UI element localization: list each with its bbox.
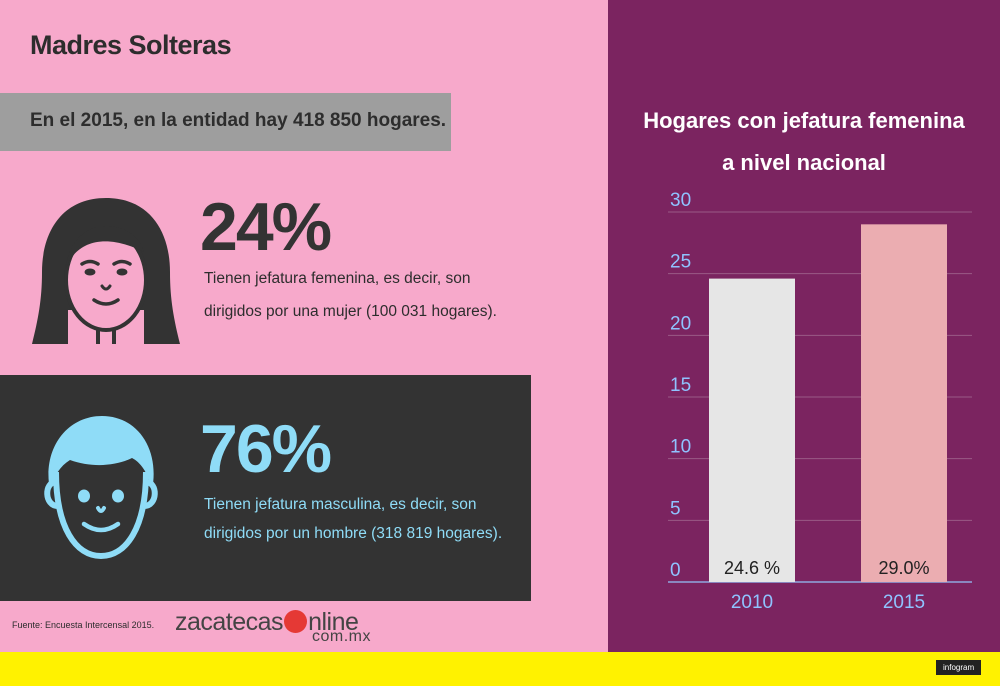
brand-text-pre: zacatecas (175, 608, 284, 636)
y-tick-label: 10 (670, 437, 691, 458)
source-note: Fuente: Encuesta Intercensal 2015. (12, 620, 155, 630)
y-tick-label: 0 (670, 560, 681, 581)
brand-text-post: nline (308, 608, 359, 636)
chart-title-line2: a nivel nacional (722, 150, 886, 175)
male-description-line2: dirigidos por un hombre (318 819 hogares… (204, 525, 503, 542)
brand-o-icon (284, 610, 308, 633)
y-tick-label: 25 (670, 252, 691, 273)
brand-logo: zacatecas nline (175, 608, 359, 637)
male-description-line1: Tienen jefatura masculina, es decir, son (204, 496, 477, 513)
bar-value-label: 29.0% (878, 558, 929, 578)
y-tick-label: 15 (670, 375, 691, 396)
female-percent: 24% (200, 189, 332, 265)
bar-chart: 0 5 10 15 20 25 30 24.6 % 2010 29.0% 2015 (668, 190, 972, 613)
male-percent: 76% (200, 411, 332, 487)
male-section (0, 375, 531, 601)
page-title: Madres Solteras (30, 30, 232, 60)
bar-value-label: 24.6 % (724, 558, 780, 578)
male-face-icon (44, 416, 158, 560)
female-face-icon (32, 198, 180, 344)
infogram-badge[interactable]: infogram (936, 660, 982, 675)
bar-2010 (709, 278, 795, 582)
y-tick-label: 30 (670, 190, 691, 211)
x-tick-label: 2010 (731, 592, 773, 613)
female-description-line2: dirigidos por una mujer (100 031 hogares… (204, 303, 497, 320)
brand-domain: com.mx (312, 628, 371, 645)
summary-text: En el 2015, en la entidad hay 418 850 ho… (30, 110, 447, 131)
footer-bar (0, 652, 1000, 686)
female-description-line1: Tienen jefatura femenina, es decir, son (204, 270, 471, 287)
y-tick-label: 20 (670, 313, 691, 334)
chart-title-line1: Hogares con jefatura femenina (643, 108, 965, 133)
bar-2015 (861, 224, 947, 583)
summary-banner: En el 2015, en la entidad hay 418 850 ho… (0, 93, 451, 151)
chart-title: Hogares con jefatura femenina a nivel na… (608, 100, 1000, 184)
y-tick-label: 5 (670, 498, 681, 519)
x-tick-label: 2015 (883, 592, 925, 613)
